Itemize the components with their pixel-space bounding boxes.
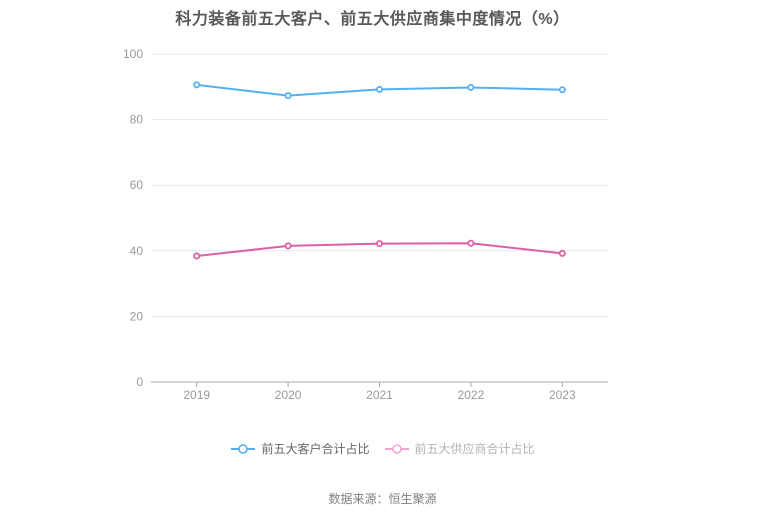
x-axis-label: 2022 — [458, 388, 485, 402]
data-point-0-2 — [375, 85, 383, 93]
data-point-1-4 — [558, 249, 566, 257]
chart-svg: 0 20 40 60 80 100 2019 2020 2021 2022 2023 — [123, 47, 608, 402]
y-axis-label: 0 — [136, 375, 143, 389]
data-point-1-1 — [284, 242, 292, 250]
data-point-0-3 — [467, 83, 475, 91]
x-axis-label: 2019 — [183, 388, 210, 402]
legend-item-1[interactable]: 前五大供应商合计占比 — [384, 440, 535, 457]
x-axis-label: 2020 — [275, 388, 302, 402]
data-point-0-0 — [193, 81, 201, 89]
legend: 前五大客户合计占比 前五大供应商合计占比 — [0, 440, 765, 457]
y-axis-label: 40 — [130, 244, 144, 258]
data-point-1-3 — [467, 239, 475, 247]
legend-item-0[interactable]: 前五大客户合计占比 — [230, 440, 370, 457]
data-source-note: 数据来源：恒生聚源 — [328, 492, 437, 506]
legend-label: 前五大供应商合计占比 — [414, 442, 535, 456]
y-axis-label: 100 — [123, 47, 143, 61]
x-axis-label: 2023 — [549, 388, 576, 402]
chart-title: 科力装备前五大客户、前五大供应商集中度情况（%） — [175, 11, 570, 28]
x-axis-label: 2021 — [366, 388, 393, 402]
legend-line-marker-icon — [384, 443, 409, 454]
y-axis-label: 20 — [130, 309, 144, 323]
data-point-0-4 — [558, 86, 566, 94]
data-point-1-2 — [375, 240, 383, 248]
y-axis-label: 60 — [130, 178, 144, 192]
legend-line-marker-icon — [231, 443, 256, 454]
legend-label: 前五大客户合计占比 — [261, 442, 370, 456]
y-axis-label: 80 — [130, 113, 144, 127]
data-point-0-1 — [284, 92, 292, 100]
data-point-1-0 — [193, 252, 201, 260]
